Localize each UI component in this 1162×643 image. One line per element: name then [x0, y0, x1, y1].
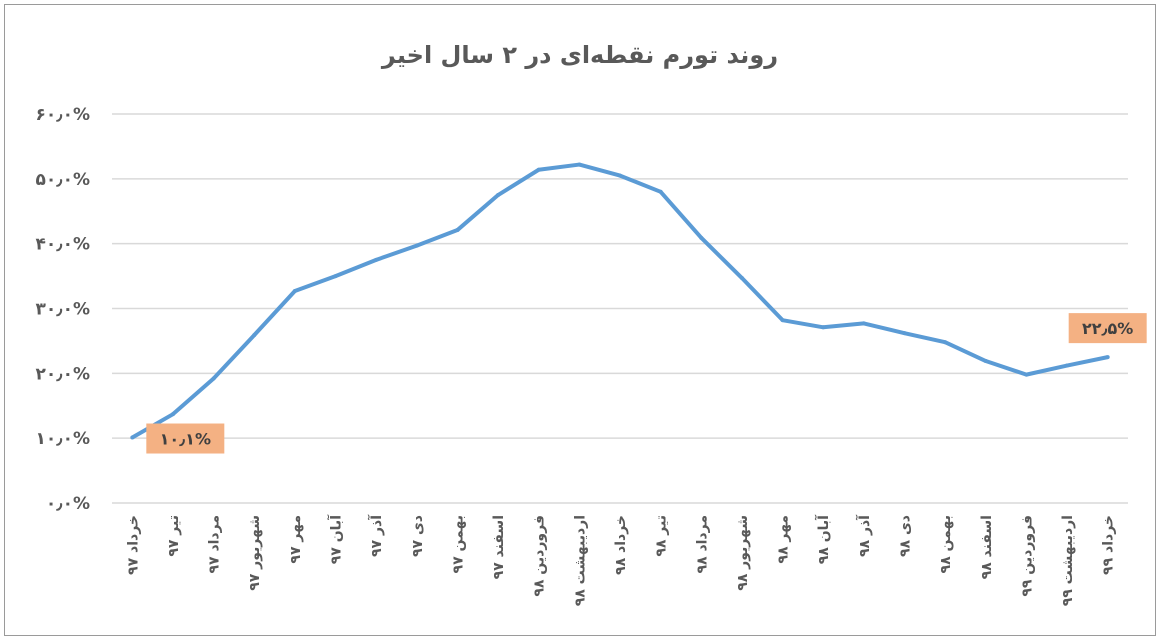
data-point	[780, 318, 785, 323]
x-tick-label: اردیبهشت ۹۸	[572, 515, 588, 606]
x-tick-label: مرداد ۹۷	[207, 515, 223, 574]
data-point	[211, 376, 216, 381]
data-point	[861, 321, 866, 326]
y-tick-label: ۰٫۰%	[46, 494, 90, 514]
x-tick-label: آبان ۹۸	[814, 514, 832, 564]
data-point	[130, 435, 135, 440]
y-tick-label: ۲۰٫۰%	[35, 364, 90, 384]
data-point	[1105, 355, 1110, 360]
data-point	[333, 274, 338, 279]
data-point	[902, 331, 907, 336]
data-point	[414, 243, 419, 248]
x-tick-label: تیر ۹۸	[654, 515, 670, 557]
data-point	[577, 162, 582, 167]
x-tick-label: شهریور ۹۸	[735, 515, 751, 591]
y-tick-label: ۳۰٫۰%	[35, 300, 90, 320]
x-tick-label: خرداد ۹۹	[1101, 515, 1117, 575]
y-tick-label: ۶۰٫۰%	[35, 105, 90, 125]
data-point	[821, 325, 826, 330]
data-point	[618, 173, 622, 178]
series-line	[131, 162, 1109, 440]
data-point	[292, 288, 297, 293]
x-tick-label: فروردین ۹۸	[532, 515, 548, 597]
data-point	[1024, 372, 1029, 377]
x-tick-label: آذر ۹۸	[855, 514, 873, 557]
y-tick-label: ۱۰٫۰%	[35, 429, 90, 449]
data-label: ۲۲٫۵%	[1082, 319, 1133, 338]
x-tick-label: بهمن ۹۸	[938, 515, 954, 573]
data-point	[455, 228, 460, 233]
x-tick-label: بهمن ۹۷	[450, 515, 466, 573]
data-point	[252, 333, 257, 338]
x-tick-label: دی ۹۷	[410, 515, 426, 557]
x-tick-label: مهر ۹۸	[776, 515, 792, 564]
x-tick-label: تیر ۹۷	[166, 515, 182, 557]
data-point	[943, 340, 948, 345]
x-tick-label: آذر ۹۷	[367, 514, 385, 557]
data-label: ۱۰٫۱%	[160, 430, 211, 449]
data-point	[699, 235, 704, 240]
data-label-background	[146, 423, 225, 454]
x-tick-label: آبان ۹۷	[327, 514, 345, 564]
data-point	[983, 359, 988, 364]
data-point	[1065, 363, 1070, 368]
x-tick-label: شهریور ۹۷	[247, 515, 263, 591]
x-tick-label: اردیبهشت ۹۹	[1060, 515, 1076, 606]
x-tick-label: فروردین ۹۹	[1019, 515, 1035, 597]
x-tick-label: اسفند ۹۸	[979, 515, 995, 579]
data-point	[170, 412, 175, 417]
x-tick-label: خرداد ۹۸	[613, 515, 629, 575]
y-tick-label: ۵۰٫۰%	[35, 170, 90, 190]
x-tick-label: دی ۹۸	[897, 515, 913, 557]
x-tick-label: مرداد ۹۸	[694, 515, 710, 574]
data-point	[536, 167, 541, 172]
data-point	[496, 193, 501, 198]
data-point	[374, 257, 379, 262]
chart-frame	[4, 4, 1156, 636]
chart-title: روند تورم نقطه‌ای در ۲ سال اخیر	[381, 41, 778, 69]
x-tick-label: مهر ۹۷	[288, 515, 304, 564]
x-tick-label: خرداد ۹۷	[125, 515, 141, 575]
data-point	[658, 189, 663, 194]
data-point	[739, 276, 744, 281]
x-tick-label: اسفند ۹۷	[491, 515, 507, 579]
data-label-background	[1068, 313, 1147, 344]
y-tick-label: ۴۰٫۰%	[35, 235, 90, 255]
